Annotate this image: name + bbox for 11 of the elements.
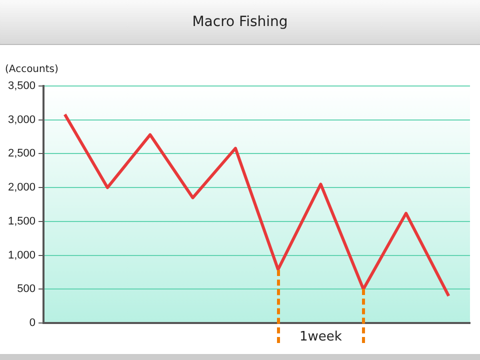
y-tick-label: 1,000 bbox=[8, 249, 36, 262]
y-tick-label: 2,500 bbox=[8, 148, 36, 160]
y-tick-label: 3,500 bbox=[8, 80, 36, 92]
y-tick-label: 0 bbox=[29, 317, 36, 330]
y-tick-label: 500 bbox=[17, 283, 36, 296]
y-tick-label: 2,000 bbox=[8, 182, 36, 194]
y-axis-title: (Accounts) bbox=[5, 64, 58, 75]
text: 1week bbox=[300, 329, 342, 344]
y-tick-label: 3,000 bbox=[8, 114, 36, 126]
chart-title: Macro Fishing bbox=[0, 0, 480, 45]
y-tick-label: 1,500 bbox=[8, 215, 36, 228]
